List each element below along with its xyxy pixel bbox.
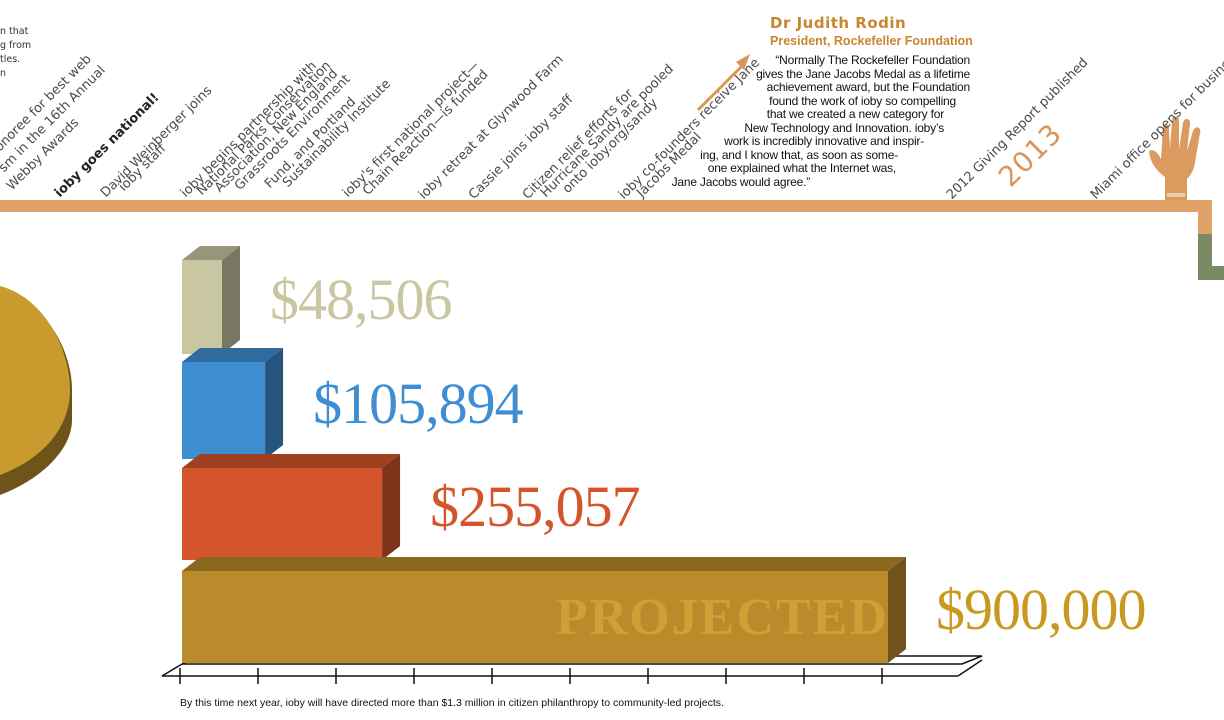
projected-label: PROJECTED xyxy=(556,589,889,646)
bar-1 xyxy=(182,260,222,354)
bar-3-side xyxy=(382,454,401,560)
quote-line: gives the Jane Jacobs Medal as a lifetim… xyxy=(756,66,970,81)
quote-line: “Normally The Rockefeller Foundation xyxy=(775,53,970,67)
bar-1-side xyxy=(222,246,240,354)
pie-chart-fragment xyxy=(0,286,72,495)
chart-axis-floor xyxy=(181,655,983,665)
bar-2-top xyxy=(182,348,284,362)
bar-1-top xyxy=(182,246,240,260)
bar-4-side xyxy=(888,557,906,663)
quote-line: work is incredibly innovative and inspir… xyxy=(724,134,924,148)
bar-value-label: $105,894 xyxy=(313,370,523,436)
timeline-event-first-project-1: ioby's first national project— xyxy=(340,58,483,201)
bar-2 xyxy=(182,362,266,459)
bar-value-label: $255,057 xyxy=(430,474,640,539)
pie-top xyxy=(0,286,70,475)
quote-arrow-icon xyxy=(696,54,750,112)
quote-line: achievement award, but the Foundation xyxy=(766,80,971,94)
bar-3 xyxy=(182,468,383,560)
bar-4-top xyxy=(182,557,906,571)
quote-author-title: President, Rockefeller Foundation xyxy=(770,34,973,48)
quote-line: New Technology and Innovation. ioby’s xyxy=(744,120,944,135)
timeline-event-cut-1: n that xyxy=(0,26,29,37)
timeline-year: 2013 xyxy=(992,116,1069,194)
timeline-event-cut-3: tles. xyxy=(0,54,21,65)
quote-text: “Normally The Rockefeller Foundation giv… xyxy=(640,53,971,189)
timeline-end-connector xyxy=(1194,200,1224,280)
quote-author-name: Dr Judith Rodin xyxy=(770,14,907,32)
bar-3-top xyxy=(182,454,401,468)
footnote: By this time next year, ioby will have d… xyxy=(180,697,724,709)
quote-line: Jane Jacobs would agree.” xyxy=(671,174,811,189)
quote-line: ing, and I know that, as soon as some- xyxy=(700,147,898,162)
bar-value-label: $900,000 xyxy=(936,577,1146,642)
timeline-event-cut-4: n xyxy=(0,68,7,79)
bar-value-label: $48,506 xyxy=(270,267,452,332)
bar-2-side xyxy=(265,348,284,459)
timeline-bar xyxy=(0,200,1195,212)
quote-line: one explained what the Internet was, xyxy=(707,161,896,175)
quote-line: found the work of ioby so compelling xyxy=(769,93,956,108)
timeline-event-cut-2: g from xyxy=(0,40,32,51)
quote-line: that we created a new category for xyxy=(766,107,945,121)
raised-hand-icon xyxy=(1149,116,1201,200)
chart-axis-edge xyxy=(957,659,983,677)
chart-axis-edge xyxy=(161,663,183,677)
